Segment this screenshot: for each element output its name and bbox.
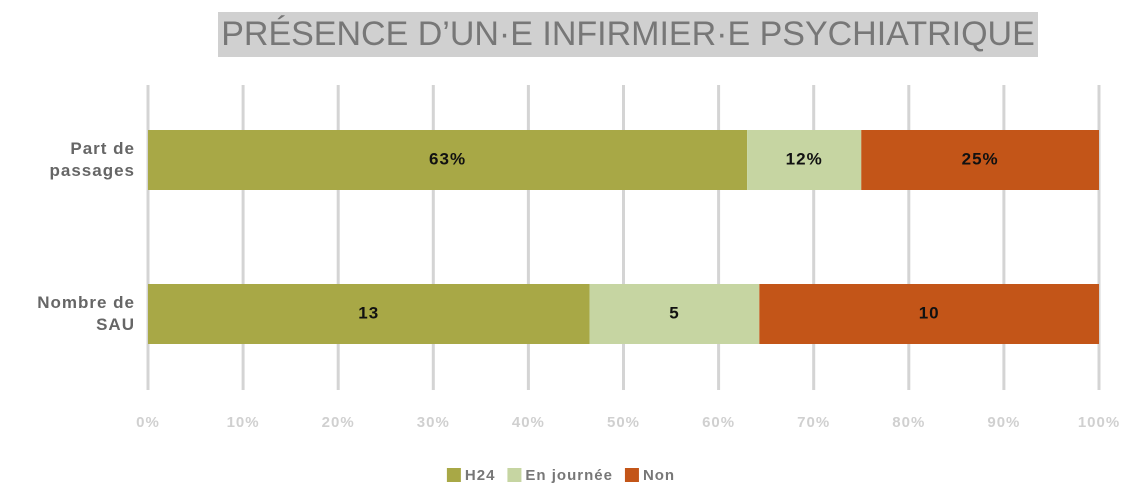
bar-segment [148, 130, 748, 190]
x-tick-label: 80% [892, 414, 925, 431]
data-label: 13 [358, 303, 379, 322]
x-tick-label: 20% [322, 414, 355, 431]
legend-swatch [624, 468, 639, 482]
data-label: 25% [962, 149, 999, 168]
legend-label: En journée [525, 467, 613, 484]
data-label: 63% [429, 149, 466, 168]
data-label: 12% [786, 149, 823, 168]
bar-segment [861, 130, 1099, 190]
x-tick-label: 90% [987, 414, 1020, 431]
x-tick-label: 50% [607, 414, 640, 431]
bar-segment [589, 284, 760, 344]
x-tick-label: 40% [512, 414, 545, 431]
bar-segment [759, 284, 1099, 344]
legend-label: Non [643, 467, 675, 484]
x-tick-label: 0% [136, 414, 160, 431]
title-box [218, 12, 1038, 57]
x-tick-label: 100% [1078, 414, 1120, 431]
category-label: Nombre de SAU [37, 293, 135, 334]
category-label: Part de passages [49, 139, 135, 180]
data-label: 5 [669, 303, 679, 322]
x-tick-label: 30% [417, 414, 450, 431]
bar-segment [747, 130, 862, 190]
legend-swatch [446, 468, 461, 482]
data-label: 10 [919, 303, 940, 322]
bar-segment [148, 284, 590, 344]
x-tick-label: 60% [702, 414, 735, 431]
legend-swatch [507, 468, 522, 482]
legend-label: H24 [465, 467, 496, 484]
chart-title: PRÉSENCE D’UN·E INFIRMIER·E PSYCHIATRIQU… [221, 15, 1035, 53]
x-tick-label: 70% [797, 414, 830, 431]
x-tick-label: 10% [227, 414, 260, 431]
